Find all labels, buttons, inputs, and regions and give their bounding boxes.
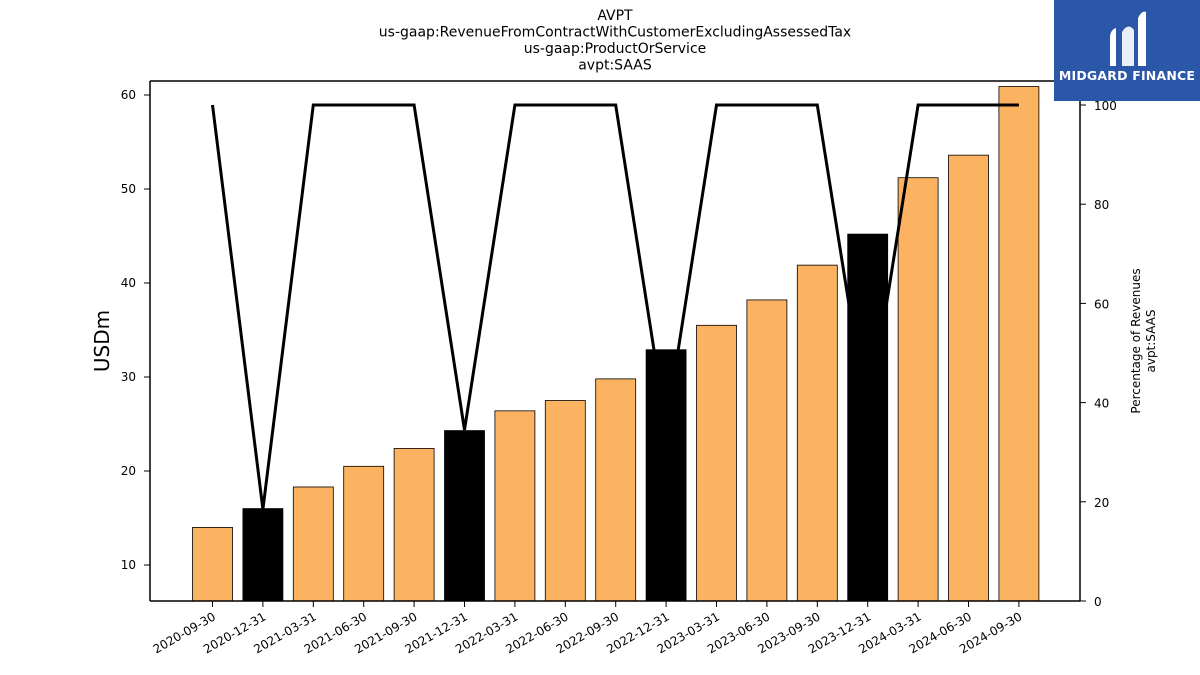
y-tick-label: 60 [121,88,136,102]
bar [948,154,989,602]
y2-axis-label: avpt:SAAS [1144,309,1158,372]
y2-tick-label: 0 [1094,595,1102,609]
title-line: AVPT [597,8,633,24]
bar [696,324,737,602]
logo-text: MIDGARD FINANCE [1058,68,1196,83]
axes [149,80,1081,602]
bar [746,299,788,602]
bar [444,430,485,602]
bar [544,400,586,602]
bar [192,527,233,602]
bar [393,448,435,602]
y2-tick-label: 100 [1094,99,1117,113]
bar [897,177,939,602]
y-tick-label: 10 [121,558,136,572]
y2-tick-label: 40 [1094,397,1109,411]
percentage-line-path [211,103,1019,510]
brand-logo: MIDGARD FINANCE [1054,0,1200,101]
bar [292,486,334,602]
y-tick-label: 20 [121,464,136,478]
y2-tick-label: 60 [1094,297,1109,311]
title-line: us-gaap:RevenueFromContractWithCustomerE… [379,25,851,41]
bar [595,378,637,602]
chart-title: AVPTus-gaap:RevenueFromContractWithCusto… [379,8,851,74]
bar [494,410,536,602]
y-tick-label: 50 [121,182,136,196]
title-line: us-gaap:ProductOrService [524,41,707,57]
logo-mark-icon [1110,11,1146,67]
y-axis-label: USDm [90,310,114,372]
y2-axis-label: Percentage of Revenues [1129,268,1143,413]
y2-tick-label: 80 [1094,198,1109,212]
bar [998,86,1040,602]
y-tick-label: 40 [121,276,136,290]
y2-tick-label: 20 [1094,496,1109,510]
bars [192,86,1040,602]
bar [645,349,687,602]
bar [796,264,838,602]
y-tick-label: 30 [121,370,136,384]
percentage-line [211,103,1019,510]
bar [343,465,385,602]
bar [242,508,284,602]
title-line: avpt:SAAS [578,58,652,74]
